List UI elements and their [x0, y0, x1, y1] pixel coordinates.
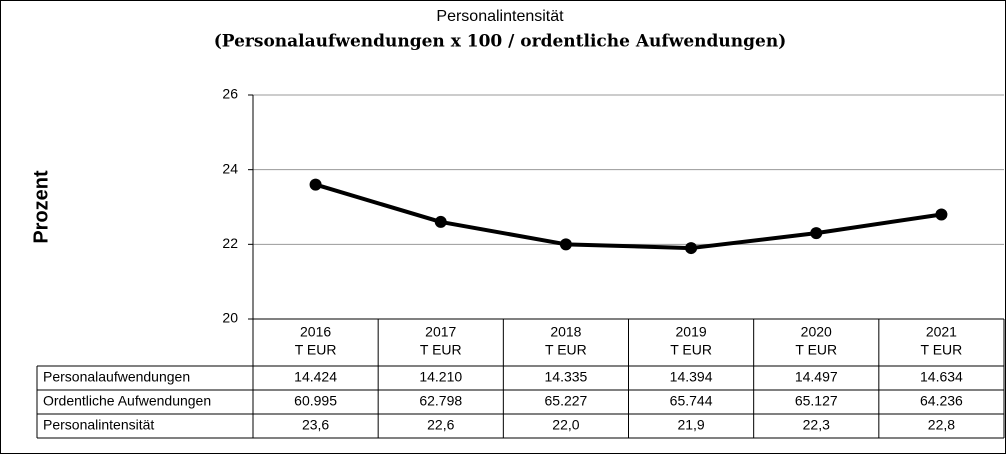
table-cell: 23,6 [302, 417, 329, 433]
table-cell: 22,0 [552, 417, 579, 433]
x-tick-label: 2018 [550, 324, 581, 340]
row-label: Ordentliche Aufwendungen [43, 393, 211, 409]
x-tick-label: 2019 [676, 324, 707, 340]
y-tick-label: 24 [222, 160, 238, 176]
x-tick-label: 2017 [425, 324, 456, 340]
point [810, 227, 823, 240]
y-tick-label: 26 [222, 86, 238, 102]
point [434, 215, 447, 228]
y-axis-label: Prozent [30, 170, 52, 244]
row-label: Personalintensität [43, 417, 154, 433]
unit-label: T EUR [921, 342, 963, 358]
row-label: Personalaufwendungen [43, 369, 190, 385]
table-cell: 22,3 [803, 417, 830, 433]
series-line [315, 182, 942, 251]
x-tick-label: 2021 [926, 324, 957, 340]
table-cell: 14.497 [795, 369, 838, 385]
unit-label: T EUR [545, 342, 587, 358]
table-cell: 65.227 [545, 393, 588, 409]
table-cell: 65.744 [670, 393, 713, 409]
table-cell: 22,6 [427, 417, 454, 433]
unit-label: T EUR [670, 342, 712, 358]
point [309, 178, 322, 191]
table-cell: 65.127 [795, 393, 838, 409]
y-tick-label: 20 [222, 310, 238, 326]
table-cell: 21,9 [677, 417, 704, 433]
table-cell: 14.634 [920, 369, 963, 385]
point [935, 208, 948, 221]
chart-title: Personalintensität [436, 8, 564, 25]
table-cell: 62.798 [419, 393, 462, 409]
table-cell: 60.995 [294, 393, 337, 409]
y-tick-label: 22 [222, 235, 238, 251]
unit-label: T EUR [295, 342, 337, 358]
point [559, 238, 572, 251]
x-tick-label: 2016 [300, 324, 331, 340]
table-cell: 14.424 [294, 369, 337, 385]
x-tick-label: 2020 [801, 324, 832, 340]
table-cell: 22,8 [928, 417, 955, 433]
point [685, 242, 698, 255]
unit-label: T EUR [420, 342, 462, 358]
chart-subtitle: (Personalaufwendungen x 100 / ordentlich… [214, 32, 787, 52]
unit-label: T EUR [795, 342, 837, 358]
table-cell: 14.394 [670, 369, 713, 385]
table-cell: 64.236 [920, 393, 963, 409]
table-cell: 14.210 [419, 369, 462, 385]
table-cell: 14.335 [545, 369, 588, 385]
